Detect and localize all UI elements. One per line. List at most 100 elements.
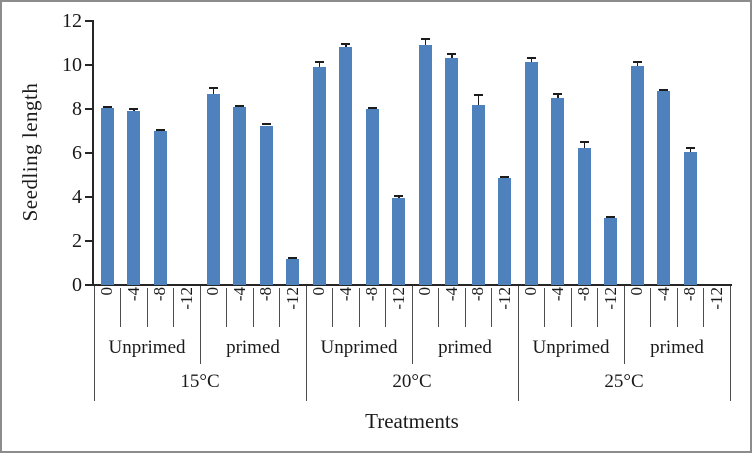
axis-separator (252, 288, 254, 327)
axis-separator (358, 288, 360, 327)
error-bar-cap (526, 57, 536, 60)
y-tick-mark (85, 284, 92, 286)
y-tick-label: 2 (72, 230, 82, 252)
bar (286, 258, 300, 285)
error-bar-whisker (451, 54, 453, 59)
category-tick-label: -12 (388, 287, 408, 310)
group-label: 25°C (604, 371, 644, 392)
y-tick-mark (85, 196, 92, 198)
axis-separator (729, 286, 731, 401)
error-bar-cap (235, 104, 245, 107)
y-tick-label: 0 (72, 274, 82, 296)
y-axis-line (92, 20, 94, 286)
error-bar-whisker (345, 44, 347, 48)
axis-separator (570, 288, 572, 327)
error-bar-cap (500, 175, 510, 178)
error-bar-cap (341, 43, 351, 46)
category-tick-label: 0 (415, 287, 435, 296)
error-bar-whisker (583, 142, 585, 148)
bar (445, 58, 459, 285)
y-tick-label: 12 (62, 10, 82, 32)
error-bar-cap (685, 146, 695, 149)
bar (233, 106, 247, 285)
bar (498, 178, 512, 285)
error-bar-cap (288, 256, 298, 259)
axis-separator (597, 288, 598, 327)
bar (604, 217, 618, 285)
axis-separator (120, 288, 121, 327)
category-tick-label: -12 (282, 287, 302, 310)
error-bar-whisker (477, 94, 479, 105)
bar (630, 66, 644, 285)
group-label: 15°C (180, 371, 220, 392)
axis-separator (517, 286, 519, 401)
error-bar-cap (659, 88, 669, 91)
bar (312, 67, 326, 285)
error-bar-whisker (530, 58, 532, 62)
y-tick-mark (85, 108, 92, 110)
category-tick-label: 0 (203, 287, 223, 296)
bar (551, 98, 565, 285)
group-label: 20°C (392, 371, 432, 392)
error-bar-cap (102, 105, 112, 108)
axis-separator (173, 288, 174, 327)
bar (153, 131, 167, 285)
bar (524, 61, 538, 285)
axis-separator (199, 286, 201, 364)
bar (418, 45, 432, 285)
axis-separator (676, 288, 678, 327)
subgroup-label: Unprimed (108, 337, 186, 358)
error-bar-cap (394, 195, 404, 198)
error-bar-cap (553, 92, 563, 95)
error-bar-cap (473, 93, 483, 96)
bar (127, 111, 141, 285)
category-tick-label: 0 (97, 287, 117, 296)
error-bar-cap (606, 215, 616, 218)
category-tick-label: 0 (627, 287, 647, 296)
axis-separator (623, 286, 625, 364)
category-tick-label: -4 (123, 287, 143, 302)
y-tick-mark (85, 152, 92, 154)
error-bar-cap (208, 87, 218, 90)
y-tick-label: 4 (72, 186, 82, 208)
axis-separator (464, 288, 466, 327)
category-tick-label: 0 (309, 287, 329, 296)
error-bar-whisker (424, 38, 426, 46)
category-tick-label: -12 (600, 287, 620, 310)
y-tick-label: 10 (62, 54, 82, 76)
category-tick-label: -4 (653, 287, 673, 302)
category-tick-label: -12 (494, 287, 514, 310)
y-tick-mark (85, 64, 92, 66)
y-tick-mark (85, 240, 92, 242)
error-bar-cap (155, 128, 165, 131)
category-tick-label: -4 (441, 287, 461, 302)
error-bar-cap (447, 53, 457, 55)
error-bar-whisker (557, 93, 559, 98)
category-tick-label: -4 (547, 287, 567, 302)
category-tick-label: -8 (150, 287, 170, 302)
x-axis-title: Treatments (365, 409, 459, 433)
bar (365, 109, 379, 285)
subgroup-label: primed (226, 337, 280, 358)
bar (206, 93, 220, 285)
error-bar-whisker (212, 88, 214, 94)
error-bar-whisker (636, 61, 638, 67)
subgroup-label: Unprimed (532, 337, 610, 358)
category-tick-label: -8 (256, 287, 276, 302)
category-tick-label: -8 (574, 287, 594, 302)
error-bar-cap (420, 37, 430, 40)
bar (471, 104, 485, 285)
bar (392, 198, 406, 285)
category-tick-label: 0 (521, 287, 541, 296)
axis-separator (650, 288, 651, 327)
category-tick-label: -4 (229, 287, 249, 302)
error-bar-cap (261, 122, 271, 125)
category-tick-label: -8 (680, 287, 700, 302)
error-bar-whisker (689, 147, 691, 152)
bar (259, 125, 273, 285)
bar (100, 107, 114, 285)
axis-separator (146, 288, 148, 327)
subgroup-label: Unprimed (320, 337, 398, 358)
axis-separator (226, 288, 227, 327)
